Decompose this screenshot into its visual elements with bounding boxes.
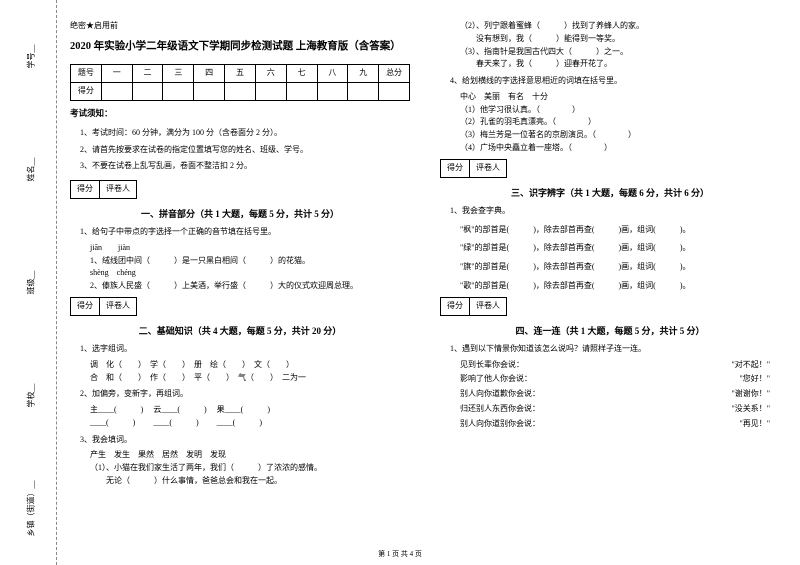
question: 2、加偏旁，变新字，再组词。: [80, 387, 410, 401]
question-line: 中心 美丽 有名 十分: [460, 91, 780, 104]
cell: 二: [132, 64, 163, 82]
side-label: 姓名__: [26, 158, 37, 182]
notice-item: 2、请首先按要求在试卷的指定位置填写您的姓名、班级、学号。: [80, 143, 410, 157]
classification: 绝密★启用前: [70, 20, 410, 33]
notice-heading: 考试须知：: [70, 107, 410, 121]
section-1-title: 一、拼音部分（共 1 大题，每题 5 分，共计 5 分）: [70, 207, 410, 221]
left-column: 绝密★启用前 2020 年实验小学二年级语文下学期同步检测试题 上海教育版（含答…: [70, 20, 410, 487]
cell: 五: [225, 64, 256, 82]
cell: 七: [286, 64, 317, 82]
match-pair: 别人向你道别你会说："再见！": [460, 418, 770, 431]
question-line: 2、傣族人民盛（ ）上美酒，举行盛（ ）大的仪式欢迎周总理。: [90, 280, 410, 293]
cell: 四: [194, 64, 225, 82]
score-line: 得分评卷人: [440, 159, 507, 178]
question-line: "绿"的部首是( )，除去部首再查( )画，组词( )。: [460, 242, 780, 255]
table-row: 得分: [71, 82, 410, 100]
question-line: （3）梅兰芳是一位著名的京剧演员。（ ）: [460, 129, 780, 142]
question: 1、遇到以下情景你知道该怎么说吗？请照样子连一连。: [450, 342, 780, 356]
question-line: "歌"的部首是( )，除去部首再查( )画，组词( )。: [460, 280, 780, 293]
pinyin: shèng chéng: [90, 267, 410, 280]
section-4-title: 四、连一连（共 1 大题，每题 5 分，共计 5 分）: [440, 324, 780, 338]
question: 1、我会查字典。: [450, 204, 780, 218]
question-line: （3）、指南针是我国古代四大（ ）之一。: [460, 46, 780, 59]
cell: 三: [163, 64, 194, 82]
question-line: （2）孔雀的羽毛真漂亮。（ ）: [460, 116, 780, 129]
match-pair: 见到长辈你会说："对不起！": [460, 359, 770, 372]
content-columns: 绝密★启用前 2020 年实验小学二年级语文下学期同步检测试题 上海教育版（含答…: [70, 0, 800, 487]
cell: 八: [317, 64, 348, 82]
right-column: （2）、列宁跟着蜜蜂（ ）找到了养蜂人的家。 没有想到，我（ ）能得到一等奖。 …: [440, 20, 780, 487]
question-line: （2）、列宁跟着蜜蜂（ ）找到了养蜂人的家。: [460, 20, 780, 33]
cell: 六: [255, 64, 286, 82]
cell: 总分: [379, 64, 410, 82]
question-line: 无论（ ）什么事情，爸爸总会和我在一起。: [90, 475, 410, 488]
section-3-title: 三、识字辨字（共 1 大题，每题 6 分，共计 6 分）: [440, 186, 780, 200]
question-line: "旗"的部首是( )，除去部首再查( )画，组词( )。: [460, 261, 780, 274]
table-row: 题号 一 二 三 四 五 六 七 八 九 总分: [71, 64, 410, 82]
score-line: 得分评卷人: [70, 180, 137, 199]
question-line: 1、绒线团中间（ ）是一只黑白相间（ ）的花猫。: [90, 255, 410, 268]
side-label: 乡镇（街道）__: [26, 481, 37, 537]
match-pair: 影响了他人你会说："您好！": [460, 373, 770, 386]
question: 1、给句子中带点的字选择一个正确的音节填在括号里。: [80, 225, 410, 239]
score-line: 得分评卷人: [440, 297, 507, 316]
pinyin: jiān jiàn: [90, 242, 410, 255]
question-line: 调 化（ ） 学（ ） 册 绘（ ） 文（ ）: [90, 359, 410, 372]
cell: 一: [101, 64, 132, 82]
question-line: 春天来了，我（ ）迎春开花了。: [460, 58, 780, 71]
page-footer: 第 1 页 共 4 页: [0, 549, 800, 559]
question-line: "枫"的部首是( )，除去部首再查( )画，组词( )。: [460, 224, 780, 237]
cell: 得分: [71, 82, 102, 100]
side-label: 班级__: [26, 271, 37, 295]
question-line: 产生 发生 果然 居然 发明 发现: [90, 449, 410, 462]
section-2-title: 二、基础知识（共 4 大题，每题 5 分，共计 20 分）: [70, 324, 410, 338]
question: 4、给划横线的字选择意思相近的词填在括号里。: [450, 74, 780, 88]
score-line: 得分评卷人: [70, 297, 137, 316]
question: 1、选字组词。: [80, 342, 410, 356]
question-line: （4）广场中央矗立着一座塔。（ ）: [460, 142, 780, 155]
fold-line: [56, 0, 57, 565]
score-table: 题号 一 二 三 四 五 六 七 八 九 总分 得分: [70, 64, 410, 101]
exam-title: 2020 年实验小学二年级语文下学期同步检测试题 上海教育版（含答案）: [70, 39, 410, 56]
side-label: 学号__: [26, 45, 37, 69]
notice-item: 3、不要在试卷上乱写乱画，卷面不整洁扣 2 分。: [80, 159, 410, 173]
question-line: （1）他学习很认真。（ ）: [460, 104, 780, 117]
question-line: （1）、小猫在我们家生活了两年，我们（ ）了浓浓的感情。: [90, 462, 410, 475]
question-line: 合 和（ ） 作（ ） 平（ ） 气（ ） 二为一: [90, 372, 410, 385]
notice-item: 1、考试时间：60 分钟，满分为 100 分（含卷面分 2 分）。: [80, 126, 410, 140]
match-pair: 归还别人东西你会说："没关系！": [460, 403, 770, 416]
question-line: 没有想到，我（ ）能得到一等奖。: [460, 33, 780, 46]
cell: 题号: [71, 64, 102, 82]
side-label: 学校__: [26, 384, 37, 408]
exam-page: 学号__ 姓名__ 班级__ 学校__ 乡镇（街道）__ 绝密★启用前 2020…: [0, 0, 800, 565]
question-line: 主____( ) 云____( ) 果____( ): [90, 404, 410, 417]
question: 3、我会填词。: [80, 433, 410, 447]
cell: 九: [348, 64, 379, 82]
match-pair: 别人向你道歉你会说："谢谢你！": [460, 388, 770, 401]
binding-sidebar: 学号__ 姓名__ 班级__ 学校__ 乡镇（街道）__: [6, 0, 56, 565]
question-line: ____( ) ____( ) ____( ): [90, 417, 410, 430]
